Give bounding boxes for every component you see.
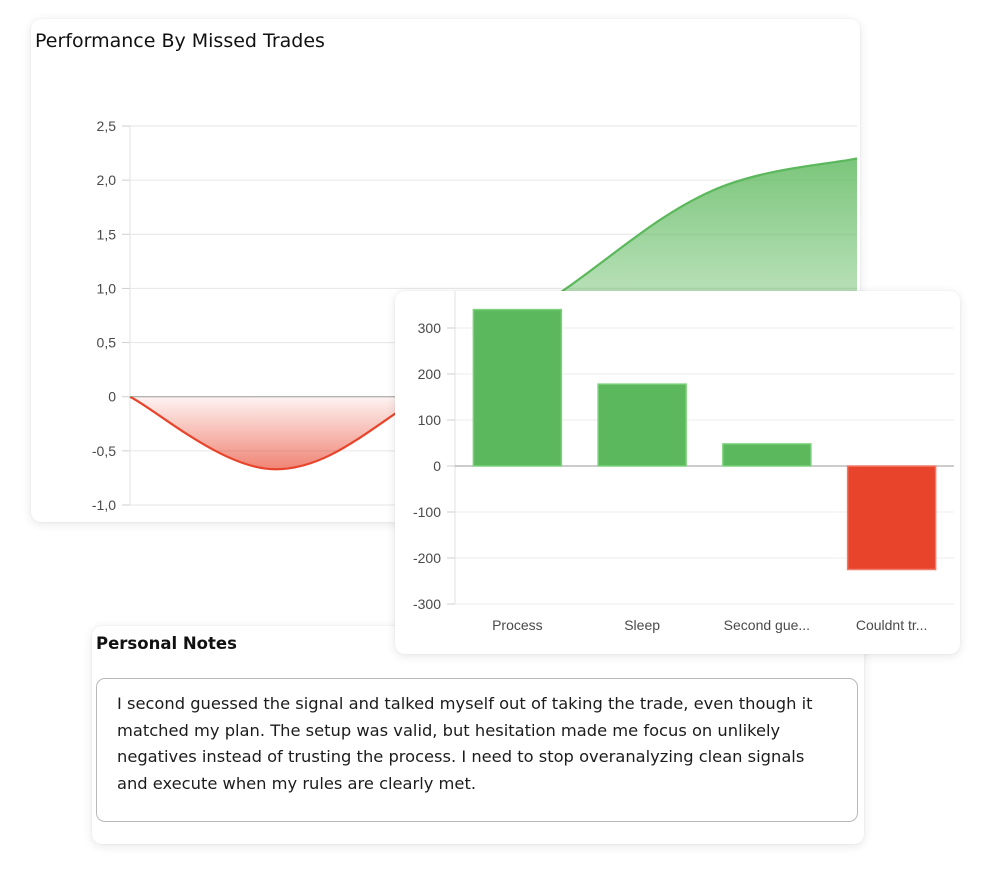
bar [472,308,563,467]
personal-notes-text[interactable]: I second guessed the signal and talked m… [96,678,858,822]
y-tick-label: -200 [413,550,441,566]
bar [722,443,812,467]
x-category-label: Sleep [624,617,660,633]
x-category-label: Process [492,617,543,633]
y-tick-label: 1,5 [97,226,117,242]
y-tick-label: 2,5 [97,118,117,134]
negative-area [130,396,421,470]
y-tick-label: 0,5 [97,335,117,351]
line-chart-title: Performance By Missed Trades [35,30,325,52]
bar-chart: 300 200 100 0 -100 -200 -300 Process Sleep Second… [413,291,954,633]
y-tick-label: -1,0 [92,497,116,513]
x-category-label: Couldnt tr... [856,617,928,633]
y-tick-label: 0 [433,458,441,474]
personal-notes-title: Personal Notes [96,634,237,653]
x-category-label: Second gue... [724,617,810,633]
bar [597,383,687,467]
y-tick-label: 1,0 [97,280,117,296]
y-tick-label: -0,5 [92,443,116,459]
y-tick-label: -300 [413,596,441,612]
negative-series-line [129,396,423,471]
y-tick-label: 200 [418,366,442,382]
y-tick-label: 300 [418,320,442,336]
y-tick-label: 0 [108,389,116,405]
personal-notes-card: Personal Notes I second guessed the sign… [92,626,864,844]
bar [846,465,937,571]
y-tick-label: 100 [418,412,442,428]
y-tick-label: 2,0 [97,172,117,188]
bar-chart-card: 300 200 100 0 -100 -200 -300 Process Sleep Second… [395,291,960,654]
y-tick-label: -100 [413,504,441,520]
